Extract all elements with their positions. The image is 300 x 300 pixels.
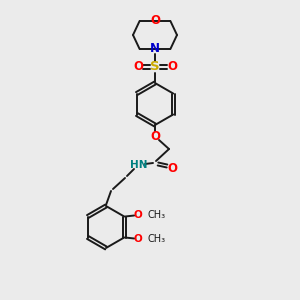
Text: O: O <box>133 61 143 74</box>
Text: N: N <box>150 43 160 56</box>
Text: O: O <box>150 130 160 142</box>
Text: CH₃: CH₃ <box>147 211 165 220</box>
Text: S: S <box>150 61 160 74</box>
Text: O: O <box>134 233 142 244</box>
Text: O: O <box>134 211 142 220</box>
Text: CH₃: CH₃ <box>147 233 165 244</box>
Text: O: O <box>150 14 160 28</box>
Text: HN: HN <box>130 160 148 170</box>
Text: O: O <box>167 61 177 74</box>
Text: O: O <box>167 161 177 175</box>
